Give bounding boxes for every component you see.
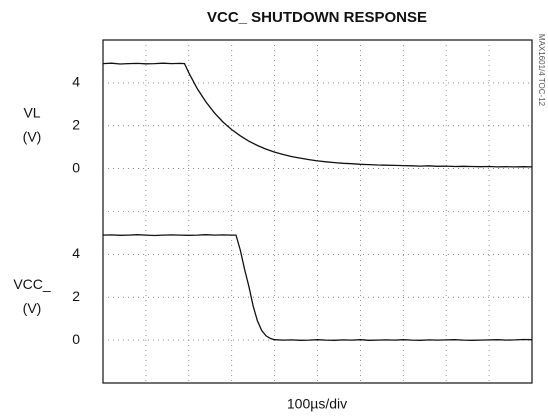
x-axis-label: 100µs/div (287, 396, 347, 412)
y-tick-label: 0 (72, 159, 80, 175)
y-tick-label: 2 (72, 116, 80, 132)
trace (102, 62, 533, 168)
plot-frame (102, 39, 533, 384)
y-tick-label: 4 (72, 245, 80, 261)
y-tick-label: 2 (72, 288, 80, 304)
y-tick-label: 0 (72, 331, 80, 347)
y-axis-label: VCC_ (13, 276, 51, 292)
annotation: MAX1601/4 TOC-12 (537, 34, 546, 107)
y-axis-label: (V) (23, 300, 42, 316)
chart-title: VCC_ SHUTDOWN RESPONSE (207, 9, 427, 26)
y-tick-label: 4 (72, 74, 80, 90)
trace (102, 234, 533, 341)
y-axis-label: (V) (23, 128, 42, 144)
y-axis-label: VL (23, 104, 40, 120)
